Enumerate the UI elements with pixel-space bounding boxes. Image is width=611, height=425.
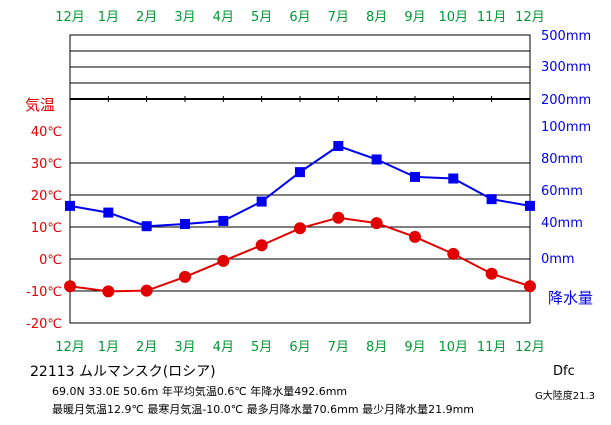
- precipitation-axis: 500mm 300mm 200mm 100mm 80mm 60mm 40mm 0mm 降水量: [541, 29, 593, 307]
- month-label: 7月: [328, 340, 349, 355]
- precipitation-tick-label: 200mm: [541, 93, 591, 108]
- precipitation-tick-label: 500mm: [541, 29, 591, 44]
- temperature-point: [64, 280, 76, 293]
- temperature-point: [447, 247, 460, 260]
- precipitation-point: [103, 207, 114, 218]
- temperature-point: [370, 217, 383, 230]
- precipitation-point: [448, 173, 459, 184]
- month-label: 9月: [404, 10, 425, 25]
- temperature-point: [485, 267, 498, 280]
- plot-frame: [69, 34, 531, 324]
- month-label: 12月: [515, 10, 545, 25]
- month-label: 2月: [136, 10, 157, 25]
- precipitation-tick-label: 0mm: [541, 252, 575, 267]
- temperature-tick-label: 10℃: [31, 221, 62, 236]
- month-label: 8月: [366, 10, 387, 25]
- precipitation-axis-title: 降水量: [548, 289, 593, 307]
- month-label: 11月: [477, 340, 507, 355]
- temperature-tick-label: 0℃: [39, 253, 62, 268]
- precipitation-tick-label: 40mm: [541, 216, 583, 231]
- temperature-tick-label: 30℃: [31, 157, 62, 172]
- top-month-labels: 12月 1月 2月 3月 4月 5月 6月 7月 8月 9月 10月 11月 12月: [55, 10, 545, 25]
- temperature-tick-label: -10℃: [26, 285, 62, 300]
- month-label: 11月: [477, 10, 507, 25]
- temperature-point: [140, 284, 153, 297]
- month-label: 9月: [404, 340, 425, 355]
- month-label: 1月: [98, 340, 119, 355]
- month-label: 5月: [251, 10, 272, 25]
- temperature-point: [332, 211, 345, 224]
- month-label: 12月: [55, 10, 85, 25]
- temperature-point: [293, 222, 306, 235]
- precipitation-point: [371, 154, 382, 165]
- precipitation-tick-label: 100mm: [541, 120, 591, 135]
- station-coordinates: 69.0N 33.0E 50.6m 年平均気温0.6℃ 年降水量492.6mm: [52, 385, 348, 398]
- bottom-month-labels: 12月 1月 2月 3月 4月 5月 6月 7月 8月 9月 10月 11月 12月: [55, 340, 545, 355]
- month-label: 4月: [213, 340, 234, 355]
- precipitation-point: [333, 141, 344, 152]
- precipitation-series: [65, 141, 535, 232]
- precipitation-point: [218, 215, 229, 226]
- station-extremes: 最暖月気温12.9℃ 最寒月気温-10.0℃ 最多月降水量70.6mm 最少月降…: [52, 403, 474, 416]
- month-label: 3月: [174, 340, 195, 355]
- temperature-axis-title: 気温: [25, 96, 55, 114]
- climate-code: Dfc: [553, 364, 575, 379]
- precipitation-point: [409, 171, 420, 182]
- precipitation-point: [256, 196, 267, 207]
- month-label: 12月: [515, 340, 545, 355]
- month-label: 6月: [289, 10, 310, 25]
- month-label: 2月: [136, 340, 157, 355]
- temperature-point: [178, 270, 191, 283]
- month-label: 10月: [439, 340, 469, 355]
- temperature-point: [523, 280, 536, 293]
- month-label: 7月: [328, 10, 349, 25]
- precipitation-point: [179, 218, 190, 229]
- precipitation-point: [486, 194, 497, 205]
- month-label: 5月: [251, 340, 272, 355]
- temperature-point: [408, 230, 421, 243]
- temperature-series: [64, 211, 536, 298]
- temperature-tick-label: 20℃: [31, 189, 62, 204]
- month-label: 10月: [439, 10, 469, 25]
- precipitation-point: [294, 167, 305, 178]
- precipitation-point: [141, 221, 152, 232]
- temperature-tick-label: -20℃: [26, 317, 62, 332]
- temperature-axis: 気温 40℃ 30℃ 20℃ 10℃ 0℃ -10℃ -20℃: [25, 96, 62, 332]
- temperature-tick-label: 40℃: [31, 125, 62, 140]
- month-label: 3月: [174, 10, 195, 25]
- station-name: 22113 ムルマンスク(ロシア): [30, 364, 216, 380]
- precipitation-point: [524, 200, 535, 211]
- month-label: 12月: [55, 340, 85, 355]
- precipitation-tick-label: 80mm: [541, 152, 583, 167]
- temperature-point: [102, 285, 115, 298]
- precipitation-tick-label: 60mm: [541, 184, 583, 199]
- month-label: 4月: [213, 10, 234, 25]
- temperature-point: [217, 254, 230, 267]
- precipitation-line: [69, 144, 531, 228]
- climate-chart: 12月 1月 2月 3月 4月 5月 6月 7月 8月 9月 10月 11月 12月 12月 1月 2月 3月…: [25, 10, 593, 355]
- month-label: 8月: [366, 340, 387, 355]
- precipitation-tick-label: 300mm: [541, 60, 591, 75]
- continentality-index: G大陸度21.3: [535, 391, 596, 402]
- month-label: 1月: [98, 10, 119, 25]
- month-label: 6月: [289, 340, 310, 355]
- grid: [69, 34, 531, 324]
- precipitation-point: [65, 200, 75, 211]
- temperature-point: [255, 239, 268, 252]
